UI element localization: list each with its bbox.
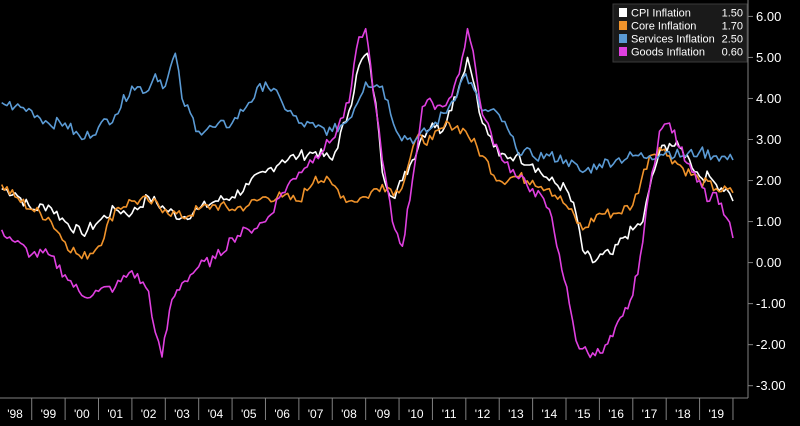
x-tick-label: '17 — [642, 407, 658, 421]
legend-label: Goods Inflation — [631, 47, 705, 59]
y-tick-label: 2.00 — [756, 173, 781, 188]
legend-label: Services Inflation — [631, 34, 715, 46]
y-tick-label: 0.00 — [756, 255, 781, 270]
series-layer — [0, 27, 734, 359]
series-line-goods-inflation — [0, 27, 734, 359]
x-tick-label: '01 — [107, 407, 123, 421]
legend-swatch — [619, 8, 627, 17]
x-tick-label: '11 — [442, 407, 457, 421]
legend-swatch — [619, 34, 627, 43]
legend-swatch — [619, 47, 627, 56]
y-tick-label: -2.00 — [756, 337, 786, 352]
y-axis: -3.00 -2.00 -1.00 0.00 1.00 2.00 3.00 4.00 5.00 6… — [748, 9, 786, 393]
x-tick-label: '06 — [274, 407, 290, 421]
y-tick-label: 6.00 — [756, 9, 781, 24]
legend-value: 1.50 — [722, 8, 743, 20]
y-tick-label: 5.00 — [756, 50, 781, 65]
legend-value: 2.50 — [722, 34, 743, 46]
x-tick-label: '03 — [174, 407, 190, 421]
y-tick-label: 4.00 — [756, 91, 781, 106]
y-tick-label: 1.00 — [756, 214, 781, 229]
x-tick-label: '15 — [575, 407, 591, 421]
x-tick-label: '13 — [508, 407, 524, 421]
legend-box — [612, 3, 748, 63]
y-tick-label: 3.00 — [756, 132, 781, 147]
legend-value: 0.60 — [722, 47, 743, 59]
x-tick-label: '16 — [608, 407, 624, 421]
x-tick-label: '10 — [408, 407, 424, 421]
x-tick-label: '09 — [375, 407, 391, 421]
legend-label: CPI Inflation — [631, 8, 691, 20]
x-tick-label: '18 — [675, 407, 691, 421]
x-tick-label: '04 — [208, 407, 224, 421]
x-tick-label: '02 — [141, 407, 157, 421]
legend-label: Core Inflation — [631, 21, 696, 33]
x-tick-label: '14 — [541, 407, 557, 421]
x-tick-label: '12 — [475, 407, 491, 421]
legend-swatch — [619, 21, 627, 30]
x-tick-label: '19 — [708, 407, 724, 421]
series-line-core-inflation — [0, 120, 734, 260]
series-line-services-inflation — [1, 52, 734, 174]
x-tick-label: '05 — [241, 407, 257, 421]
x-tick-label: '08 — [341, 407, 357, 421]
legend: CPI Inflation 1.50 Core Inflation 1.70 Servi… — [612, 3, 748, 63]
x-tick-label: '07 — [308, 407, 324, 421]
x-tick-label: '00 — [74, 407, 90, 421]
y-tick-label: -1.00 — [756, 296, 786, 311]
x-tick-label: '98 — [7, 407, 23, 421]
x-tick-label: '99 — [41, 407, 57, 421]
y-tick-label: -3.00 — [756, 378, 786, 393]
x-axis: '98 '99 '00 '01 '02 '03 '04 '05 '06 '07 '08 '09 '10 '… — [7, 398, 734, 421]
legend-value: 1.70 — [722, 21, 743, 33]
